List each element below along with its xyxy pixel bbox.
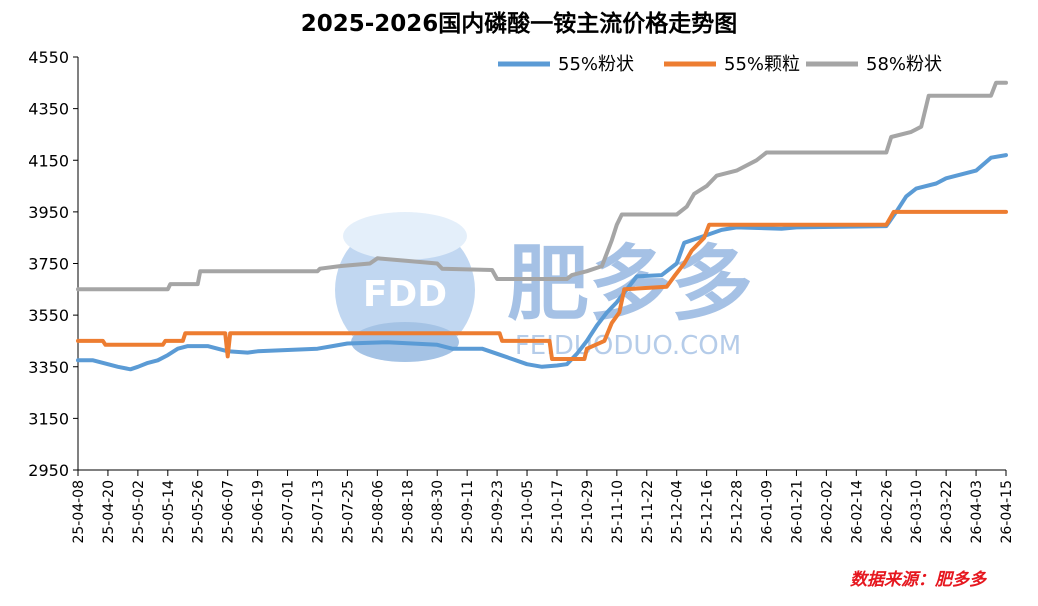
y-axis-ticks: 2950 3150 3350 3550 3750 3950 4150 4350 4550 xyxy=(28,48,78,480)
x-tick-label: 25-04-08 xyxy=(71,480,87,544)
y-tick-label: 3150 xyxy=(28,409,69,428)
legend-label: 55%颗粒 xyxy=(724,54,800,75)
series-lines xyxy=(76,80,1008,372)
x-tick-label: 25-06-07 xyxy=(221,480,237,544)
x-tick-label: 25-08-30 xyxy=(430,480,446,544)
x-tick-label: 25-07-25 xyxy=(340,480,356,544)
legend-label: 58%粉状 xyxy=(866,54,942,75)
x-tick-label: 25-05-26 xyxy=(191,480,207,544)
x-tick-label: 25-11-10 xyxy=(610,480,626,544)
legend-label: 55%粉状 xyxy=(558,54,634,75)
series-line xyxy=(76,209,1008,361)
watermark-brand: FDD xyxy=(363,274,447,315)
y-tick-label: 3350 xyxy=(28,358,69,377)
x-tick-label: 26-03-22 xyxy=(939,480,955,544)
x-tick-label: 26-02-02 xyxy=(819,480,835,544)
x-axis-ticks: 25-04-08 25-04-20 25-05-02 25-05-14 25-05-26… xyxy=(71,470,1015,544)
x-tick-label: 26-01-09 xyxy=(760,480,776,544)
x-tick-label: 25-05-02 xyxy=(131,480,147,544)
x-tick-label: 25-09-11 xyxy=(460,480,476,544)
x-tick-label: 26-02-14 xyxy=(849,480,865,544)
y-tick-label: 4550 xyxy=(28,48,69,67)
x-tick-label: 25-09-23 xyxy=(490,480,506,544)
x-tick-label: 26-02-26 xyxy=(879,480,895,544)
x-tick-label: 26-01-21 xyxy=(789,480,805,544)
series-line xyxy=(76,153,1008,372)
y-tick-label: 3950 xyxy=(28,203,69,222)
x-tick-label: 25-11-22 xyxy=(640,480,656,544)
y-tick-label: 3550 xyxy=(28,306,69,325)
data-source-note: 数据来源：肥多多 xyxy=(850,570,986,590)
x-tick-label: 25-05-14 xyxy=(161,480,177,544)
x-tick-label: 26-03-10 xyxy=(909,480,925,544)
x-tick-label: 26-04-03 xyxy=(969,480,985,544)
x-tick-label: 25-08-06 xyxy=(370,480,386,544)
legend: 55%粉状 55%颗粒 58%粉状 xyxy=(498,54,942,75)
x-tick-label: 25-12-04 xyxy=(670,480,686,544)
series-line xyxy=(76,80,1008,292)
x-tick-label: 25-08-18 xyxy=(400,480,416,544)
x-tick-label: 25-12-16 xyxy=(700,480,716,544)
x-tick-label: 25-04-20 xyxy=(101,480,117,544)
watermark-logo-leaf xyxy=(343,212,467,260)
y-tick-label: 4150 xyxy=(28,151,69,170)
y-tick-label: 4350 xyxy=(28,100,69,119)
x-tick-label: 25-06-19 xyxy=(251,480,267,544)
y-tick-label: 2950 xyxy=(28,461,69,480)
x-tick-label: 25-12-28 xyxy=(730,480,746,544)
y-tick-label: 3750 xyxy=(28,255,69,274)
x-tick-label: 25-07-13 xyxy=(310,480,326,544)
x-tick-label: 26-04-15 xyxy=(999,480,1015,544)
x-tick-label: 25-10-05 xyxy=(520,480,536,544)
x-tick-label: 25-07-01 xyxy=(281,480,297,544)
x-tick-label: 25-10-29 xyxy=(580,480,596,544)
chart-title: 2025-2026国内磷酸一铵主流价格走势图 xyxy=(300,11,738,37)
x-tick-label: 25-10-17 xyxy=(550,480,566,544)
